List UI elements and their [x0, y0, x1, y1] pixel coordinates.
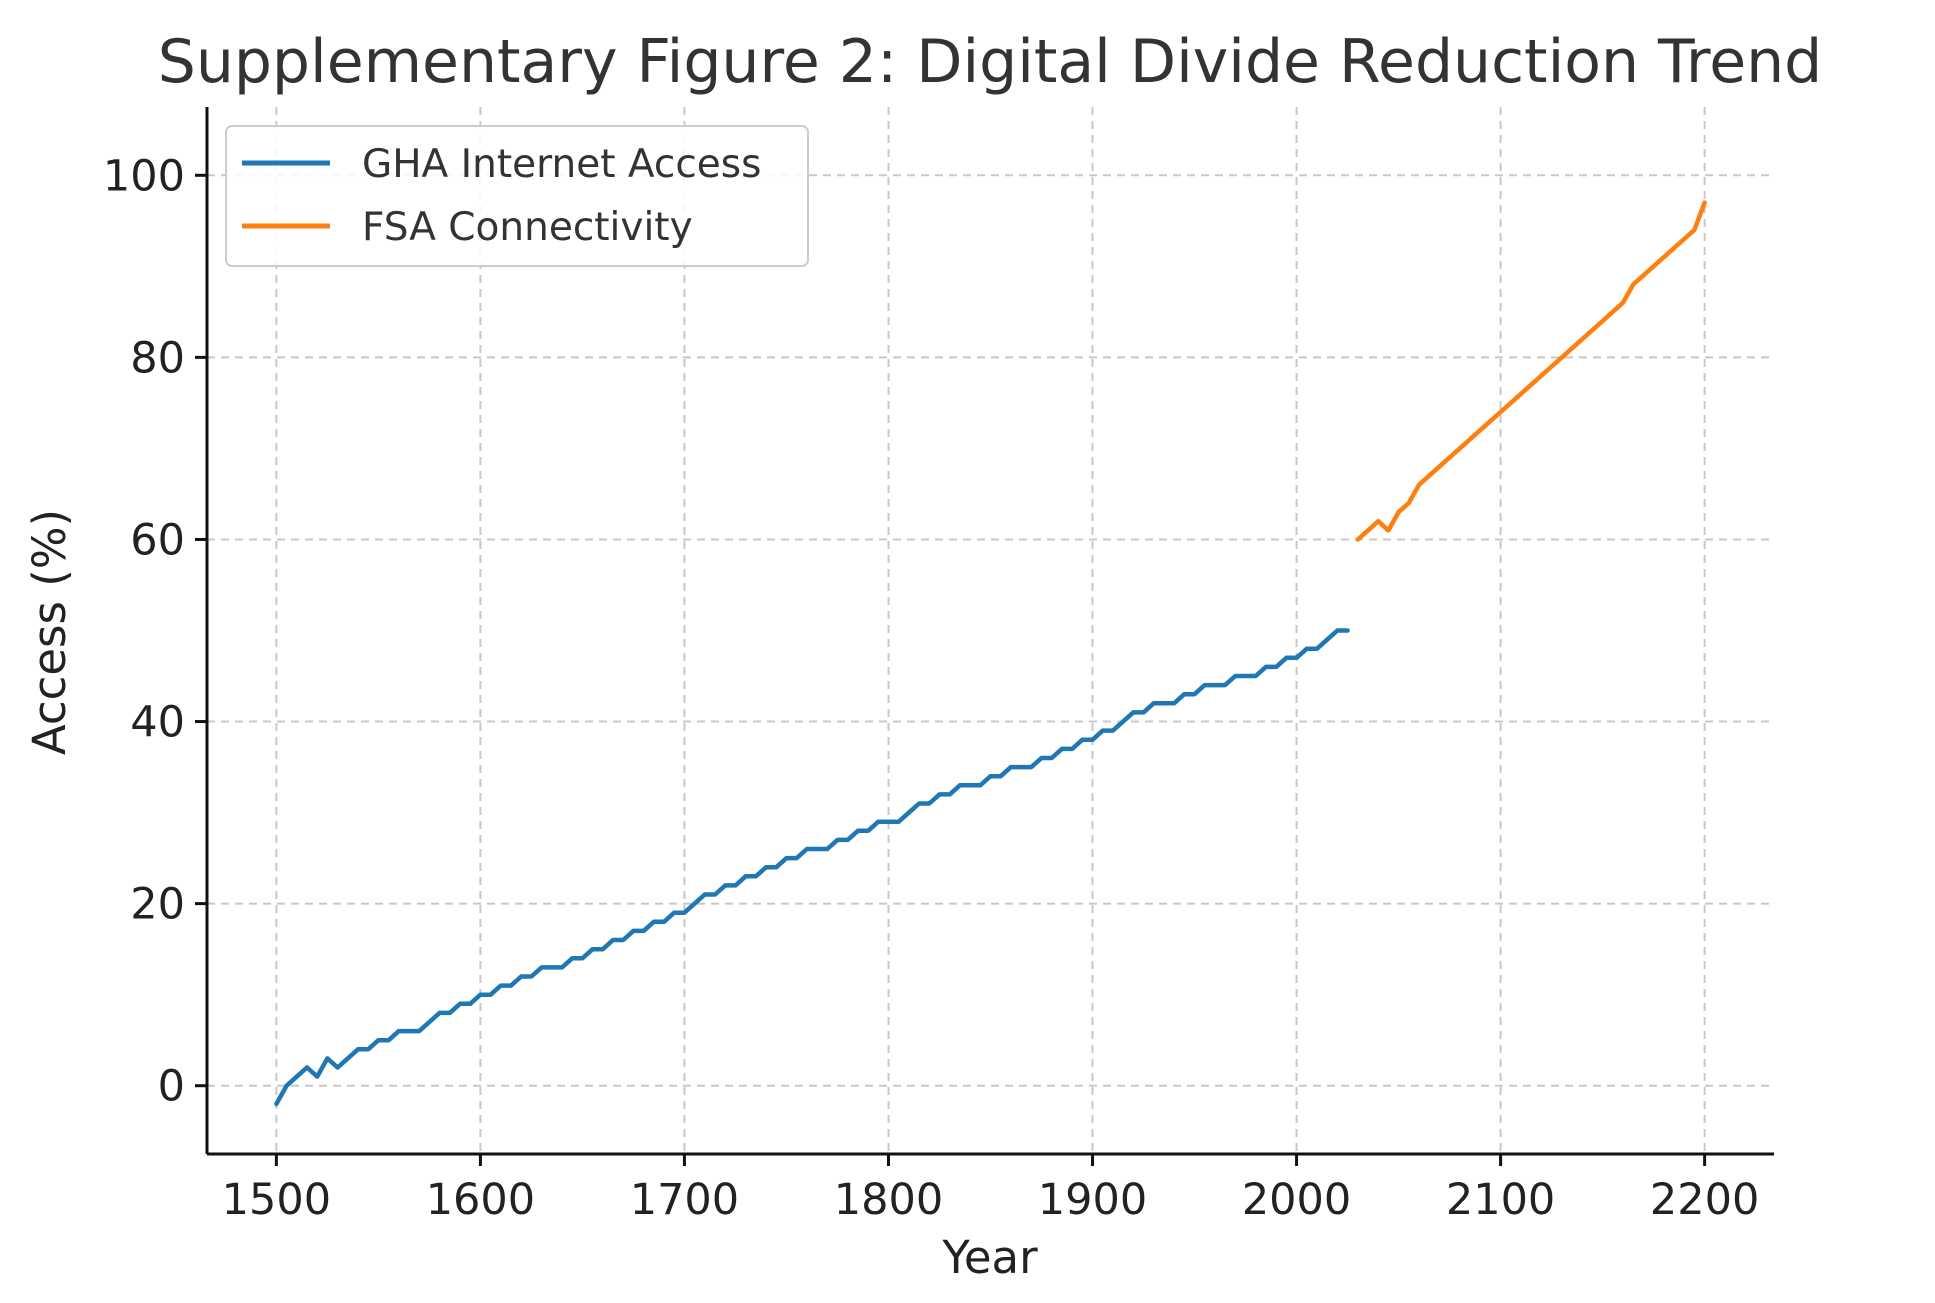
chart-title: Supplementary Figure 2: Digital Divide R… — [158, 27, 1823, 97]
x-tick-label: 1900 — [1038, 1175, 1147, 1225]
y-tick-label: 0 — [158, 1062, 185, 1112]
x-tick-label: 1500 — [222, 1175, 331, 1225]
series-layer — [274, 200, 1707, 1107]
y-tick-label: 80 — [130, 333, 185, 383]
grid-y — [207, 174, 1774, 1087]
series-line-gha — [274, 628, 1350, 1107]
y-tick-label: 100 — [103, 151, 185, 201]
y-tick-label: 40 — [130, 698, 185, 748]
grid-x — [275, 107, 1706, 1154]
legend-box — [225, 125, 809, 267]
y-ticks: 0 20 40 60 80 100 — [103, 151, 207, 1112]
x-ticks: 1500 1600 1700 1800 1900 2000 2100 2200 — [222, 1154, 1759, 1225]
x-tick-label: 1600 — [426, 1175, 535, 1225]
y-tick-label: 20 — [130, 880, 185, 930]
x-tick-label: 2000 — [1242, 1175, 1351, 1225]
x-tick-label: 2100 — [1446, 1175, 1555, 1225]
x-tick-label: 1700 — [630, 1175, 739, 1225]
legend: GHA Internet Access FSA Connectivity — [225, 125, 809, 267]
x-tick-label: 1800 — [834, 1175, 943, 1225]
y-axis-label: Access (%) — [23, 509, 76, 755]
legend-label-gha: GHA Internet Access — [362, 142, 761, 187]
x-axis-label: Year — [941, 1231, 1038, 1284]
series-line-fsa — [1355, 200, 1707, 542]
y-tick-label: 60 — [130, 515, 185, 565]
x-tick-label: 2200 — [1650, 1175, 1759, 1225]
legend-label-fsa: FSA Connectivity — [362, 205, 693, 250]
